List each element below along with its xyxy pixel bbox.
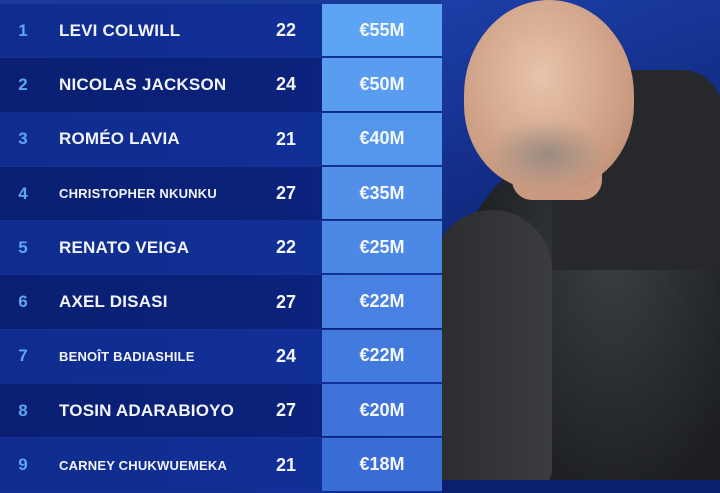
table-row: 6 AXEL DISASI 27 €22M (0, 275, 442, 330)
player-age: 21 (275, 128, 297, 149)
table-row: 9 CARNEY CHUKWUEMEKA 21 €18M (0, 438, 442, 493)
coach-photo (442, 0, 720, 480)
player-age: 22 (275, 20, 297, 41)
rank: 8 (18, 400, 28, 420)
rank: 6 (18, 292, 28, 312)
player-age: 27 (275, 291, 297, 312)
rank: 5 (18, 237, 28, 257)
player-age: 22 (275, 237, 297, 258)
rank: 2 (18, 74, 28, 94)
table-row: 1 LEVI COLWILL 22 €55M (0, 4, 442, 59)
rank: 7 (18, 346, 28, 366)
arm (442, 210, 552, 480)
player-name: LEVI COLWILL (59, 20, 181, 40)
player-name: CARNEY CHUKWUEMEKA (59, 457, 228, 473)
market-value: €22M (322, 275, 442, 328)
rank: 9 (18, 455, 28, 475)
table-row: 3 ROMÉO LAVIA 21 €40M (0, 112, 442, 167)
stubble (487, 120, 607, 190)
rank: 3 (18, 129, 28, 149)
market-value: €35M (322, 166, 442, 220)
player-age: 24 (275, 345, 297, 366)
player-name: NICOLAS JACKSON (59, 74, 227, 94)
rank: 4 (18, 183, 28, 203)
player-age: 27 (275, 400, 297, 421)
market-value: €25M (322, 221, 442, 274)
market-value: €18M (322, 438, 442, 491)
player-name: RENATO VEIGA (59, 237, 190, 257)
table-row: 2 NICOLAS JACKSON 24 €50M (0, 58, 442, 113)
player-age: 21 (275, 454, 297, 475)
market-value: €22M (322, 329, 442, 383)
market-value: €50M (322, 58, 442, 111)
player-age: 24 (275, 74, 297, 95)
table-row: 5 RENATO VEIGA 22 €25M (0, 221, 442, 276)
table-row: 7 BENOÎT BADIASHILE 24 €22M (0, 329, 442, 385)
table-row: 4 CHRISTOPHER NKUNKU 27 €35M (0, 166, 442, 222)
player-name: TOSIN ADARABIOYO (59, 400, 235, 420)
market-value: €55M (322, 4, 442, 57)
top-border (0, 0, 442, 4)
market-value: €20M (322, 384, 442, 437)
player-name: AXEL DISASI (59, 292, 168, 312)
player-name: ROMÉO LAVIA (59, 129, 180, 149)
player-age: 27 (275, 183, 297, 204)
player-value-table: 1 LEVI COLWILL 22 €55M 2 NICOLAS JACKSON 24 €50… (0, 4, 442, 493)
player-name: BENOÎT BADIASHILE (59, 348, 195, 364)
rank: 1 (18, 20, 28, 40)
table-row: 8 TOSIN ADARABIOYO 27 €20M (0, 384, 442, 439)
player-name: CHRISTOPHER NKUNKU (59, 186, 217, 202)
market-value: €40M (322, 112, 442, 165)
